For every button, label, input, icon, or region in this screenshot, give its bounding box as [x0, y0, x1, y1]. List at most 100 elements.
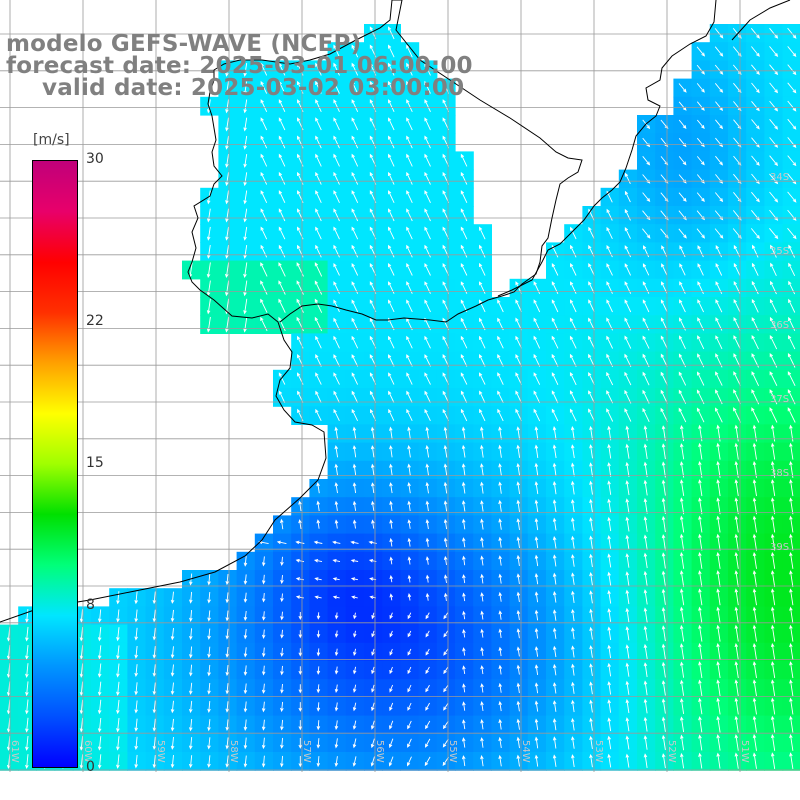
wind-arrow [353, 630, 357, 638]
wind-arrow [460, 190, 468, 203]
coastline [0, 0, 791, 623]
wind-arrow [406, 135, 413, 149]
wind-arrow [225, 737, 229, 750]
wind-arrow [389, 426, 393, 440]
wind-arrow [534, 682, 539, 694]
wind-arrow [680, 734, 685, 751]
wind-arrow [425, 500, 430, 512]
wind-arrow [261, 593, 266, 603]
wind-arrow [443, 574, 448, 583]
wind-arrow [607, 681, 612, 695]
wind-arrow [462, 537, 466, 548]
wind-arrow [789, 570, 794, 588]
wind-arrow [170, 646, 175, 659]
wind-arrow [350, 559, 359, 563]
wind-arrow [407, 648, 412, 656]
wind-arrow [751, 407, 760, 423]
wind-arrow [278, 390, 286, 403]
wind-arrow [207, 646, 211, 659]
wind-arrow [206, 262, 211, 278]
wind-arrow [480, 573, 484, 584]
wind-arrow [715, 119, 724, 130]
wind-arrow [698, 497, 703, 515]
wind-arrow [6, 735, 11, 751]
wind-arrow [624, 408, 632, 422]
wind-arrow [353, 612, 357, 620]
wind-arrow [389, 630, 393, 638]
wind-arrow [442, 738, 449, 748]
wind-arrow [388, 171, 395, 185]
wind-arrow [425, 648, 430, 656]
wind-arrow [788, 262, 796, 276]
wind-arrow [660, 335, 668, 349]
wind-arrow [643, 497, 648, 514]
wind-arrow [189, 591, 193, 604]
wind-arrow [170, 609, 175, 623]
wind-arrow [207, 737, 211, 750]
wind-arrow [714, 83, 724, 93]
wind-arrow [770, 642, 776, 660]
wind-arrow [696, 64, 705, 75]
wind-arrow [333, 335, 340, 349]
latitude-label: 36S [770, 320, 789, 331]
wind-arrow [352, 666, 357, 675]
wind-arrow [6, 754, 11, 770]
wind-arrow [280, 629, 284, 639]
wind-arrow [243, 154, 248, 168]
wind-arrow [443, 666, 449, 675]
wind-arrow [351, 262, 359, 276]
wind-arrow [751, 298, 759, 313]
wind-arrow [6, 681, 11, 697]
wind-arrow [280, 737, 284, 749]
wind-arrow [352, 756, 357, 767]
wind-arrow [116, 736, 120, 751]
wind-arrow [498, 682, 502, 693]
wind-arrow [625, 571, 630, 586]
wind-arrow [552, 554, 557, 567]
wind-arrow [680, 752, 685, 769]
wind-arrow [679, 533, 685, 551]
wind-arrow [243, 172, 248, 187]
wind-arrow [152, 646, 157, 659]
wind-arrow [516, 700, 521, 712]
wind-arrow [734, 642, 739, 660]
wind-arrow [534, 572, 539, 585]
wind-arrow [206, 316, 211, 333]
wind-arrow [734, 679, 739, 697]
wind-arrow [516, 682, 521, 694]
wind-arrow [571, 535, 575, 549]
wind-arrow [698, 624, 703, 642]
colorbar-unit-label: [m/s] [33, 132, 70, 148]
wind-arrow [534, 499, 539, 513]
wind-arrow [789, 733, 794, 751]
wind-arrow [425, 518, 430, 530]
wind-arrow [225, 226, 229, 241]
wind-arrow [498, 536, 502, 548]
wind-arrow [276, 540, 287, 545]
wind-arrow [406, 171, 413, 185]
wind-arrow [25, 699, 29, 715]
wind-arrow [679, 497, 685, 515]
wind-arrow [351, 335, 359, 349]
wind-arrow [370, 756, 375, 767]
title-forecast-date: forecast date: 2025-03-01 06:00:00 [6, 53, 473, 79]
wind-arrow [25, 645, 29, 660]
wind-arrow [552, 590, 557, 603]
wind-arrow [424, 117, 431, 131]
wind-arrow [571, 609, 575, 622]
wind-arrow [480, 518, 484, 530]
wind-arrow [207, 755, 211, 768]
wind-arrow [370, 738, 375, 749]
wind-arrow [751, 101, 760, 112]
wind-arrow [116, 663, 120, 678]
wind-arrow [769, 64, 779, 76]
wind-arrow [243, 135, 248, 150]
wind-arrow [789, 551, 794, 569]
wind-arrow [116, 699, 120, 715]
wind-arrow [424, 226, 431, 240]
wind-arrow [571, 754, 575, 768]
wind-arrow [371, 702, 375, 712]
wind-arrow [97, 627, 102, 642]
wind-arrow [661, 661, 666, 678]
wind-arrow [260, 171, 268, 185]
